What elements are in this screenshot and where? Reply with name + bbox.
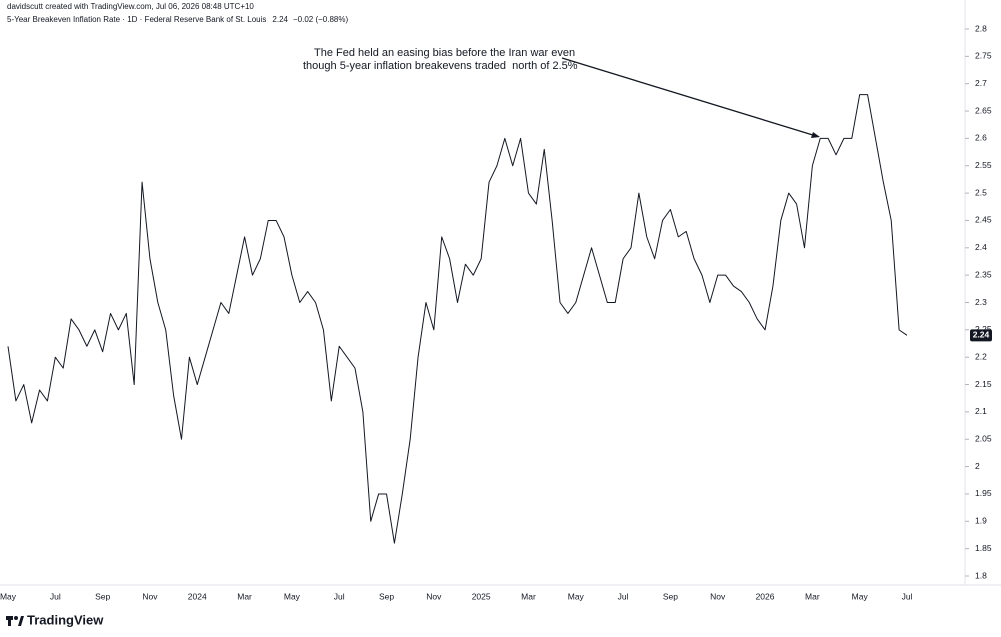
x-tick-label: Nov — [426, 591, 442, 601]
x-tick-label: Jul — [50, 591, 61, 601]
y-tick-label: 2.75 — [975, 51, 992, 61]
attribution: davidscutt created with TradingView.com,… — [7, 2, 254, 11]
annotation-arrow — [561, 57, 817, 137]
x-tick-label: Sep — [663, 591, 678, 601]
x-tick-label: 2024 — [188, 591, 207, 601]
x-tick-label: May — [852, 591, 869, 601]
x-tick-label: Sep — [95, 591, 110, 601]
title: 5-Year Breakeven Inflation Rate · 1D · F… — [7, 15, 266, 24]
x-tick-label: Nov — [142, 591, 158, 601]
y-tick-label: 2.15 — [975, 379, 992, 389]
logo-mark — [14, 616, 18, 620]
price-tag-label: 2.24 — [973, 330, 990, 340]
x-tick-label: May — [568, 591, 585, 601]
y-tick-label: 1.8 — [975, 570, 987, 580]
y-tick-label: 2.4 — [975, 242, 987, 252]
x-tick-label: 2026 — [756, 591, 775, 601]
y-tick-label: 2 — [975, 461, 980, 471]
x-tick-label: Nov — [710, 591, 726, 601]
y-tick-label: 2.65 — [975, 105, 992, 115]
x-tick-label: Mar — [805, 591, 820, 601]
logo: TradingView — [6, 612, 104, 627]
last-value: 2.24 — [272, 15, 288, 24]
logo-mark — [18, 616, 24, 626]
y-tick-label: 2.2 — [975, 351, 987, 361]
y-tick-label: 2.7 — [975, 78, 987, 88]
x-tick-label: May — [284, 591, 301, 601]
price-tag — [970, 329, 992, 342]
annotation: though 5-year inflation breakevens trade… — [303, 60, 578, 72]
arrow-head — [811, 132, 820, 138]
y-tick-label: 2.25 — [975, 324, 992, 334]
y-tick-label: 2.55 — [975, 160, 992, 170]
y-tick-label: 2.6 — [975, 133, 987, 143]
brand: TradingView — [27, 612, 104, 627]
y-tick-label: 2.3 — [975, 297, 987, 307]
y-tick-label: 1.9 — [975, 516, 987, 526]
y-tick-label: 2.8 — [975, 23, 987, 33]
y-tick-label: 1.95 — [975, 488, 992, 498]
y-tick-label: 2.05 — [975, 434, 992, 444]
x-tick-label: Mar — [237, 591, 252, 601]
x-tick-label: 2025 — [472, 591, 491, 601]
change: −0.02 (−0.88%) — [293, 15, 348, 24]
y-tick-label: 1.85 — [975, 543, 992, 553]
y-tick-label: 2.35 — [975, 269, 992, 279]
annotation: The Fed held an easing bias before the I… — [314, 47, 575, 59]
y-tick-label: 2.45 — [975, 215, 992, 225]
line — [7, 94, 908, 544]
logo-mark — [8, 616, 11, 626]
x-tick-label: Jul — [334, 591, 345, 601]
y-tick-label: 2.1 — [975, 406, 987, 416]
y-tick-label: 2.5 — [975, 187, 987, 197]
chart-title: 5-Year Breakeven Inflation Rate · 1D · F… — [7, 15, 348, 24]
x-tick-label: Jul — [618, 591, 629, 601]
x-tick-label: Jul — [902, 591, 913, 601]
x-tick-label: May — [0, 591, 17, 601]
x-tick-label: Sep — [379, 591, 394, 601]
x-tick-label: Mar — [521, 591, 536, 601]
